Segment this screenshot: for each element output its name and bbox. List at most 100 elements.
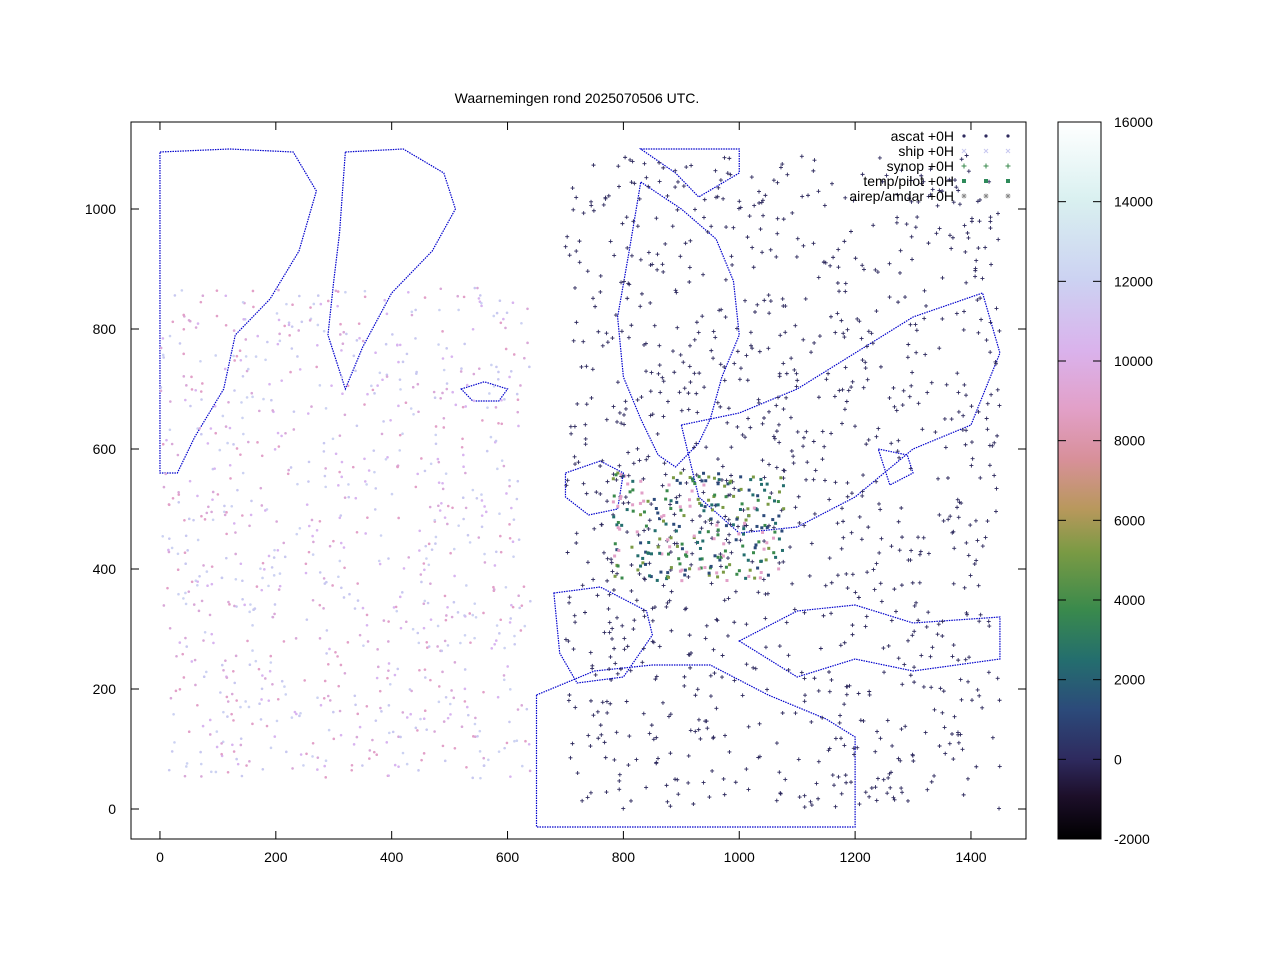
synop-point xyxy=(725,633,730,638)
synop-point xyxy=(756,400,761,405)
synop-point xyxy=(790,581,795,586)
temp-pilot-point xyxy=(755,508,759,512)
temp-pilot-point xyxy=(675,544,679,548)
synop-point xyxy=(898,758,903,763)
synop-point xyxy=(727,540,732,545)
x-tick-label: 600 xyxy=(496,849,520,865)
synop-point xyxy=(687,652,692,657)
temp-pilot-point xyxy=(702,471,706,475)
ascat-point xyxy=(303,679,306,682)
synop-point xyxy=(565,234,570,239)
synop-point xyxy=(898,248,903,253)
ascat-point xyxy=(332,710,335,714)
ascat-point xyxy=(515,739,519,743)
synop-point xyxy=(622,279,627,284)
synop-point xyxy=(772,436,777,441)
temp-pilot-point xyxy=(698,557,702,561)
ascat-point xyxy=(211,498,214,501)
ascat-point xyxy=(190,580,194,584)
ascat-point xyxy=(497,750,501,753)
ascat-point xyxy=(434,442,438,446)
coastline xyxy=(460,381,509,402)
ascat-point xyxy=(446,605,449,609)
temp-pilot-point xyxy=(734,538,738,542)
x-axis: 0 200 400 600 800 1000 1200 1400 xyxy=(156,122,987,865)
temp-pilot-point xyxy=(693,482,697,486)
ascat-point xyxy=(418,668,421,672)
temp-pilot-point xyxy=(716,575,720,579)
synop-point xyxy=(917,552,922,557)
plot-frame xyxy=(130,121,1027,840)
ascat-point xyxy=(271,682,274,686)
ascat-point xyxy=(463,614,466,617)
synop-point xyxy=(646,526,651,531)
ascat-point xyxy=(273,612,276,616)
ascat-point xyxy=(285,750,288,754)
synop-point xyxy=(957,202,962,207)
synop-point xyxy=(926,610,931,615)
synop-point xyxy=(910,753,915,758)
ascat-point xyxy=(206,442,210,445)
ascat-point xyxy=(433,730,436,733)
ascat-point xyxy=(441,481,444,485)
synop-point xyxy=(768,299,773,304)
temp-pilot-point xyxy=(721,570,725,574)
synop-point xyxy=(604,417,609,422)
synop-point xyxy=(864,614,869,619)
ascat-point xyxy=(183,551,187,555)
ascat-point xyxy=(162,485,166,489)
synop-point xyxy=(897,270,902,275)
synop-point xyxy=(974,764,979,769)
synop-point xyxy=(647,731,652,736)
synop-point xyxy=(961,792,966,797)
ascat-point xyxy=(503,646,506,650)
synop-point xyxy=(917,580,922,585)
synop-point xyxy=(812,340,817,345)
synop-point xyxy=(940,316,945,321)
synop-point xyxy=(658,390,663,395)
synop-point xyxy=(592,526,597,531)
ascat-point xyxy=(241,471,245,475)
ascat-point xyxy=(214,770,218,774)
synop-point xyxy=(941,689,946,694)
synop-point xyxy=(795,429,800,434)
synop-point xyxy=(796,757,801,762)
ascat-point xyxy=(185,765,188,768)
temp-pilot-point xyxy=(680,579,684,583)
temp-pilot-point xyxy=(758,576,762,580)
temp-pilot-point xyxy=(678,481,682,485)
synop-point xyxy=(745,235,750,240)
synop-point xyxy=(751,265,756,270)
synop-point xyxy=(969,463,974,468)
synop-point xyxy=(841,519,846,524)
synop-point xyxy=(718,178,723,183)
ascat-point xyxy=(492,588,496,591)
ascat-point xyxy=(235,447,239,450)
ascat-point xyxy=(196,322,200,325)
ascat-point xyxy=(461,405,465,409)
ascat-point xyxy=(439,287,443,291)
synop-point xyxy=(762,298,767,303)
ascat-point xyxy=(498,512,501,516)
ascat-point xyxy=(210,510,213,514)
ascat-point xyxy=(378,562,382,566)
synop-point xyxy=(844,692,849,697)
ascat-point xyxy=(336,655,339,658)
ascat-point xyxy=(223,513,227,517)
synop-point xyxy=(674,290,679,295)
ascat-point xyxy=(465,705,469,709)
ascat-point xyxy=(441,330,444,333)
ascat-point xyxy=(312,302,316,306)
temp-pilot-point xyxy=(722,542,726,546)
ascat-point xyxy=(322,696,326,700)
synop-point xyxy=(940,710,945,715)
synop-point xyxy=(741,508,746,513)
synop-point xyxy=(805,460,810,465)
synop-point xyxy=(657,363,662,368)
temp-pilot-point xyxy=(715,571,719,575)
coastline xyxy=(553,586,654,684)
synop-point xyxy=(895,192,900,197)
ascat-point xyxy=(492,314,496,318)
synop-point xyxy=(928,192,933,197)
temp-pilot-point xyxy=(700,557,704,561)
